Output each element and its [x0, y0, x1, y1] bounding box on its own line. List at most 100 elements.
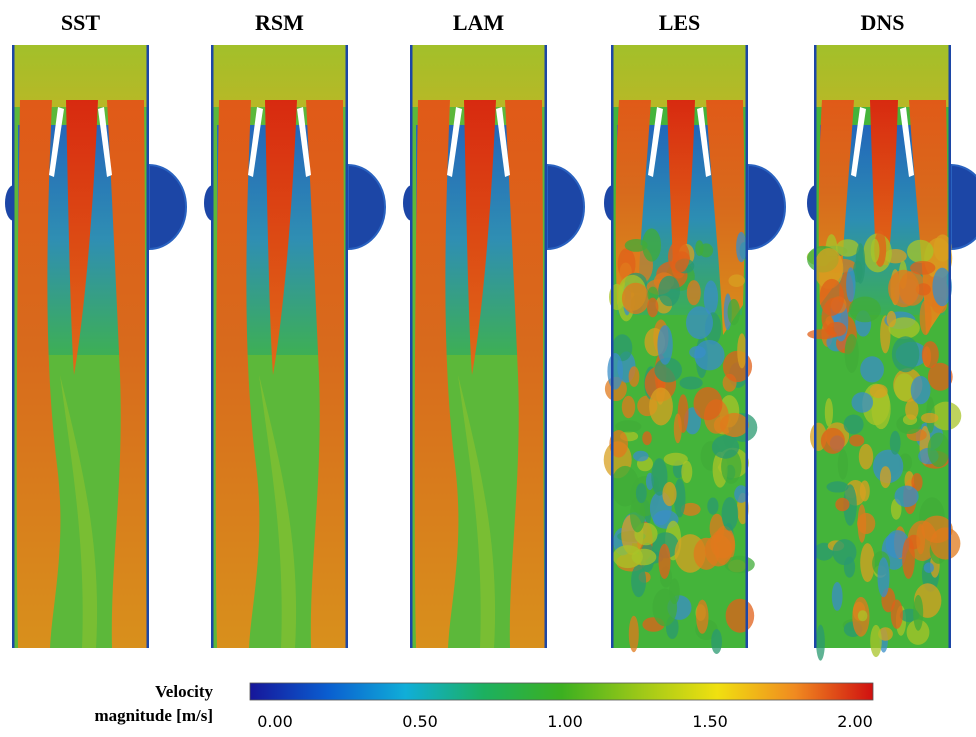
- jet-center: [265, 100, 297, 375]
- eddy: [679, 376, 703, 390]
- eddy: [923, 562, 934, 573]
- eddy: [642, 431, 652, 446]
- eddy: [814, 248, 844, 289]
- eddy: [844, 334, 859, 373]
- wall-edge: [146, 45, 149, 648]
- eddy: [877, 557, 890, 598]
- cavity: [546, 163, 585, 251]
- eddy: [693, 387, 723, 421]
- colorbar: Velocity magnitude [m/s] 0.00 0.50 1.00 1.5…: [94, 682, 874, 731]
- eddy: [888, 269, 920, 308]
- colorbar-tick-label: 1.50: [692, 712, 728, 731]
- eddy: [607, 353, 623, 390]
- eddy: [858, 443, 874, 470]
- wall-edge: [611, 45, 614, 648]
- eddy: [681, 460, 693, 484]
- shear-band: [60, 375, 98, 648]
- eddy: [633, 450, 649, 462]
- eddy: [907, 239, 934, 263]
- colorbar-tick-label: 0.00: [257, 712, 293, 731]
- wall-edge: [814, 45, 817, 648]
- shear-band: [259, 375, 297, 648]
- eddy: [930, 401, 962, 431]
- eddy: [835, 497, 850, 512]
- eddy: [628, 366, 640, 387]
- eddy: [693, 537, 720, 570]
- jet-center: [66, 100, 98, 375]
- eddy: [649, 387, 673, 426]
- eddy: [673, 478, 686, 518]
- eddy: [630, 496, 646, 533]
- nozzle-wall: [447, 107, 462, 177]
- eddy: [869, 384, 888, 399]
- eddy: [647, 286, 659, 303]
- jet-center: [464, 100, 496, 375]
- panel-title: RSM: [255, 10, 304, 35]
- wall-edge: [12, 45, 15, 648]
- eddy: [609, 430, 628, 458]
- eddy: [631, 564, 647, 598]
- shear-band: [458, 375, 496, 648]
- eddy: [889, 430, 901, 455]
- inlet-region: [611, 45, 748, 107]
- jet-center: [870, 100, 898, 265]
- eddy: [870, 624, 882, 658]
- cavity-left: [204, 185, 213, 221]
- eddy: [824, 398, 833, 427]
- eddy: [820, 427, 845, 454]
- eddy: [891, 336, 920, 373]
- eddy: [816, 624, 825, 661]
- nozzle-wall: [49, 107, 64, 177]
- cavity: [347, 163, 386, 251]
- eddy: [849, 296, 881, 323]
- eddy: [686, 280, 701, 306]
- eddy: [849, 434, 865, 447]
- inlet-region: [410, 45, 547, 107]
- nozzle-wall: [697, 107, 711, 177]
- eddy: [658, 543, 671, 579]
- eddy: [826, 322, 847, 337]
- eddy: [652, 588, 678, 627]
- eddy: [624, 239, 648, 252]
- eddy: [703, 280, 719, 315]
- panel-title: LAM: [453, 10, 505, 35]
- nozzle-wall: [297, 107, 311, 177]
- eddy: [910, 261, 936, 275]
- cavity-left: [403, 185, 412, 221]
- panel-title: DNS: [860, 10, 904, 35]
- eddy: [686, 306, 713, 340]
- eddy: [921, 412, 939, 424]
- colorbar-label: magnitude [m/s]: [94, 706, 213, 725]
- eddy: [642, 228, 661, 262]
- eddy: [894, 485, 919, 508]
- wall-edge: [410, 45, 413, 648]
- eddy: [725, 598, 755, 633]
- eddy: [843, 414, 864, 435]
- wall-edge: [745, 45, 748, 648]
- eddy: [919, 300, 932, 336]
- eddy: [611, 465, 640, 507]
- panel-title: SST: [61, 10, 100, 35]
- eddy: [857, 512, 876, 535]
- nozzle-wall: [900, 107, 914, 177]
- eddy: [736, 231, 747, 263]
- eddy: [658, 275, 680, 307]
- jet-right: [306, 100, 346, 648]
- jet-right: [107, 100, 147, 648]
- eddy: [819, 278, 845, 316]
- eddy: [657, 325, 673, 365]
- jet-right: [505, 100, 545, 648]
- eddy: [859, 480, 870, 502]
- eddy: [728, 274, 745, 287]
- wall-edge: [211, 45, 214, 648]
- eddy: [894, 373, 915, 401]
- eddy: [647, 297, 659, 318]
- eddy: [837, 449, 848, 480]
- eddy: [651, 458, 668, 496]
- nozzle-wall: [248, 107, 263, 177]
- eddy: [654, 357, 682, 383]
- eddy: [927, 432, 950, 468]
- panel-title: LES: [659, 10, 701, 35]
- eddy: [843, 556, 856, 578]
